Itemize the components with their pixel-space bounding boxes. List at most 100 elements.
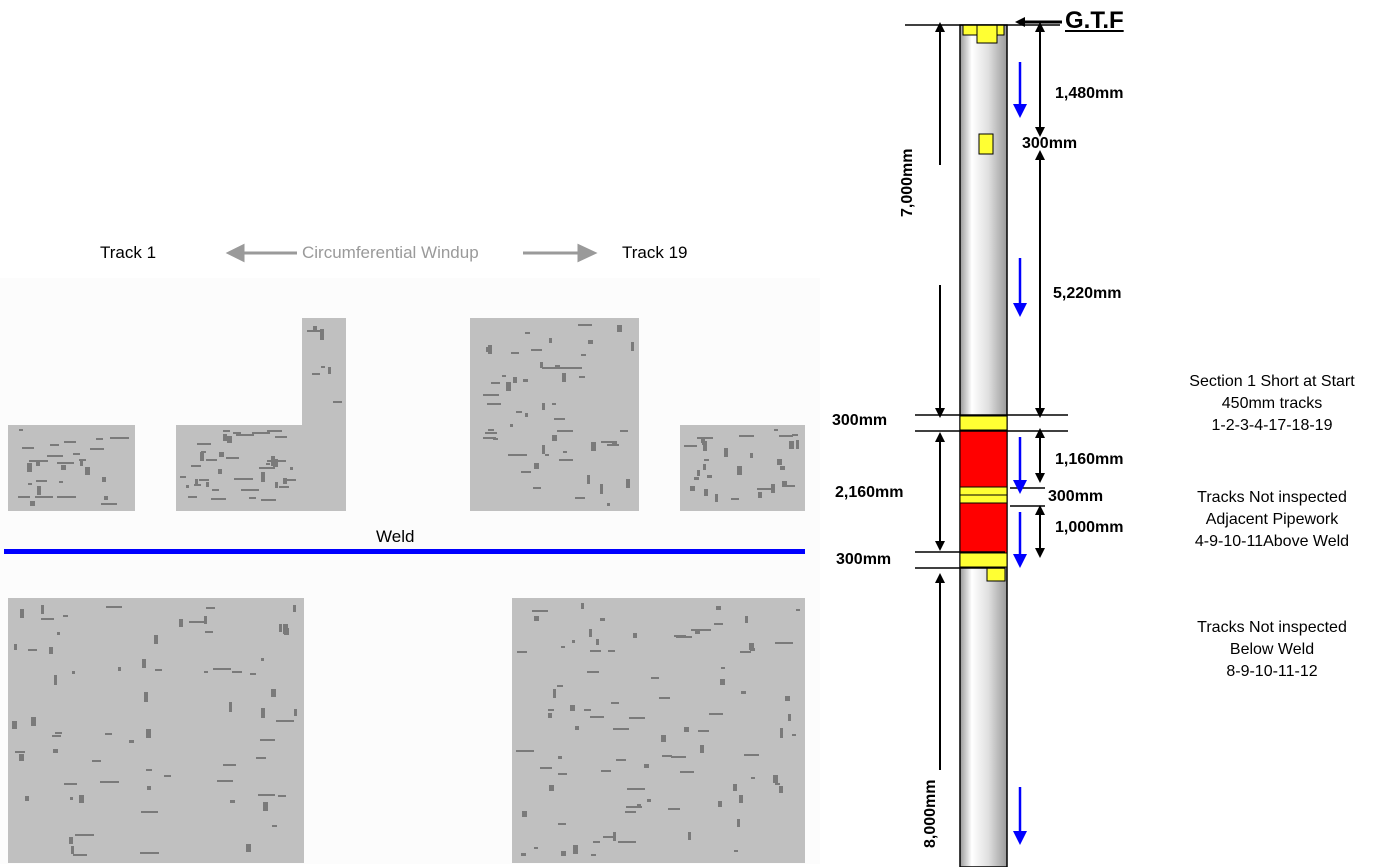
defect-mark	[739, 795, 743, 803]
defect-markings	[12, 324, 800, 856]
defect-mark	[542, 367, 557, 369]
defect-mark	[703, 441, 707, 451]
defect-mark	[272, 825, 277, 827]
defect-mark	[559, 459, 573, 461]
defect-mark	[601, 441, 616, 443]
defect-mark	[563, 451, 567, 453]
defect-mark	[195, 479, 198, 486]
defect-mark	[626, 806, 642, 808]
defect-mark	[275, 436, 287, 438]
defect-mark	[633, 633, 637, 638]
note-section1-line2: 450mm tracks	[1221, 395, 1323, 412]
defect-mark	[312, 373, 320, 375]
defect-mark	[695, 631, 700, 634]
defect-mark	[246, 844, 251, 852]
defect-mark	[573, 845, 578, 854]
defect-mark	[36, 480, 47, 482]
defect-mark	[589, 629, 592, 637]
defect-mark	[211, 498, 226, 500]
defect-mark	[154, 635, 158, 644]
defect-mark	[487, 403, 501, 405]
defect-mark	[79, 795, 84, 803]
defect-mark	[584, 709, 591, 711]
note-below-line3: 8-9-10-11-12	[1226, 663, 1318, 680]
defect-mark	[261, 499, 276, 501]
defect-mark	[118, 667, 121, 671]
defect-mark	[737, 466, 742, 475]
defect-mark	[671, 756, 686, 758]
defect-mark	[223, 764, 236, 766]
defect-mark	[525, 413, 528, 417]
section-red-upper	[959, 429, 1008, 488]
dim-300-upper: 300mm	[832, 412, 888, 429]
defect-mark	[101, 503, 117, 505]
defect-mark	[71, 846, 74, 854]
upper-band	[959, 415, 1008, 431]
defect-mark	[188, 496, 197, 498]
defect-mark	[164, 775, 171, 777]
defect-mark	[751, 777, 755, 779]
defect-mark	[561, 851, 566, 856]
defect-mark	[271, 456, 275, 466]
windup-label: Circumferential Windup	[302, 243, 479, 262]
defect-mark	[521, 471, 531, 473]
defect-mark	[522, 811, 527, 817]
mid-band-1	[959, 486, 1008, 496]
defect-mark	[777, 459, 782, 465]
defect-mark	[674, 635, 686, 637]
dim-300-mid: 300mm	[1048, 488, 1104, 505]
defect-mark	[662, 755, 672, 757]
defect-mark	[741, 691, 746, 694]
defect-mark	[557, 430, 573, 432]
defect-mark	[757, 488, 771, 490]
defect-mark	[27, 463, 32, 472]
defect-mark	[206, 459, 217, 461]
defect-mark	[581, 603, 584, 609]
defect-mark	[22, 447, 34, 449]
defect-mark	[486, 347, 489, 352]
defect-mark	[218, 469, 222, 474]
defect-mark	[532, 610, 548, 612]
defect-mark	[612, 441, 617, 446]
defect-mark	[263, 802, 268, 811]
defect-mark	[552, 403, 556, 405]
defect-mark	[697, 470, 700, 476]
defect-mark	[79, 459, 86, 461]
defect-mark	[720, 679, 725, 685]
defect-mark	[250, 673, 256, 675]
defect-mark	[106, 606, 122, 608]
defect-mark	[72, 671, 75, 674]
defect-mark	[704, 489, 708, 496]
defect-mark	[186, 485, 189, 488]
defect-mark	[502, 375, 506, 377]
defect-mark	[50, 444, 59, 446]
defect-mark	[61, 465, 66, 470]
dim-8000: 8,000mm	[922, 779, 939, 849]
defect-mark	[707, 475, 712, 478]
defect-mark	[779, 786, 783, 793]
defect-mark	[73, 854, 87, 856]
defect-mark	[80, 461, 83, 466]
track-end-label: Track 19	[622, 243, 688, 262]
defect-mark	[745, 616, 748, 623]
defect-mark	[141, 811, 158, 813]
defect-mark	[618, 841, 636, 843]
defect-mark	[680, 771, 694, 773]
defect-mark	[506, 382, 511, 391]
defect-mark	[545, 454, 549, 456]
defect-mark	[19, 754, 24, 761]
note-below-line1: Tracks Not inspected	[1197, 619, 1347, 636]
defect-mark	[688, 832, 691, 840]
defect-mark	[271, 689, 276, 697]
defect-mark	[57, 462, 74, 464]
defect-mark	[12, 721, 17, 729]
note-below-line2: Below Weld	[1229, 641, 1315, 658]
defect-mark	[217, 780, 233, 782]
defect-mark	[191, 465, 201, 467]
defect-mark	[771, 484, 775, 493]
defect-mark	[698, 730, 709, 732]
defect-mark	[493, 438, 498, 440]
defect-mark	[792, 734, 796, 736]
defect-mark	[307, 330, 320, 332]
defect-mark	[104, 496, 108, 500]
